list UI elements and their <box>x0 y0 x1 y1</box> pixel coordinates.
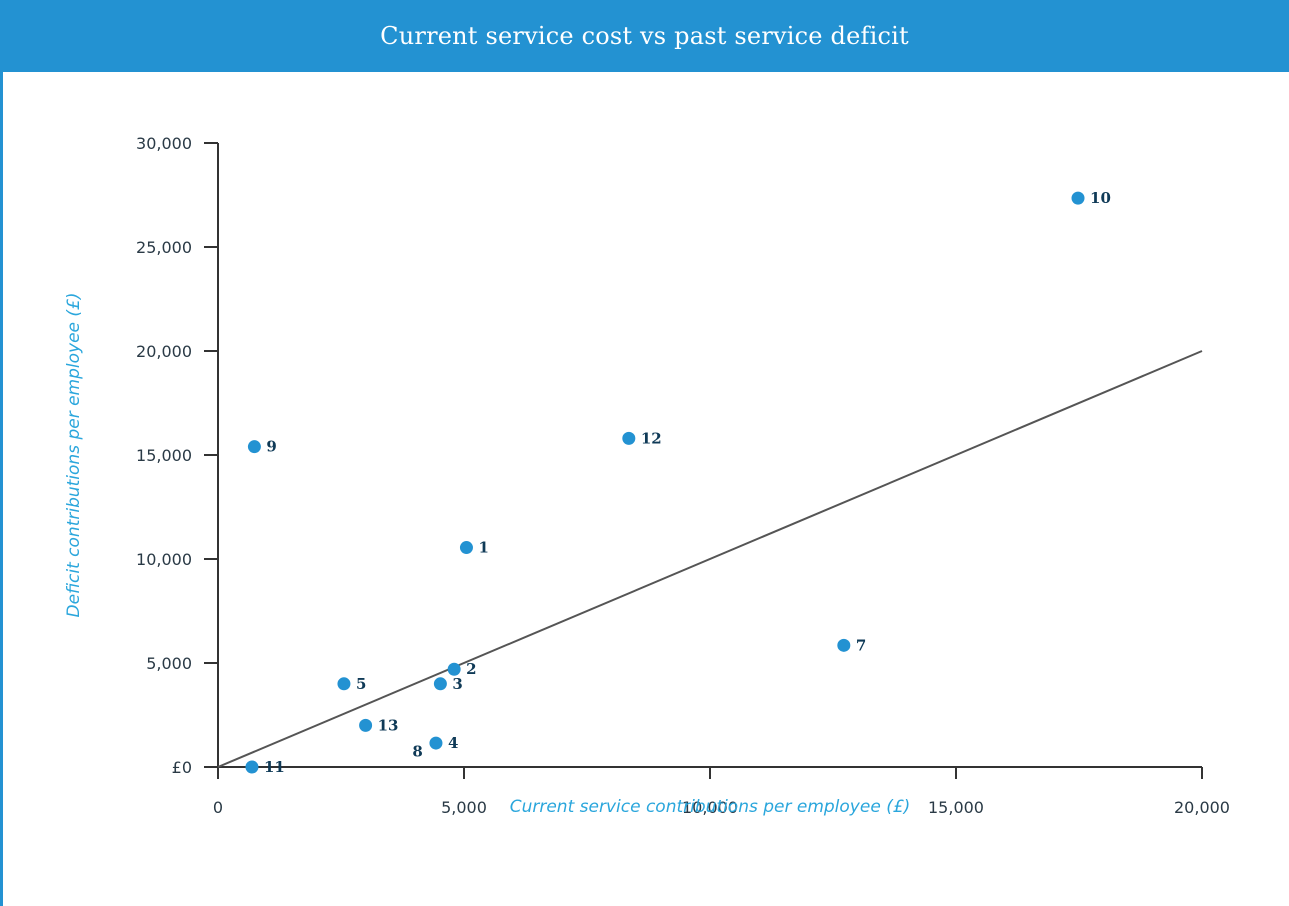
point-label-13: 13 <box>378 716 399 734</box>
y-tick-label: 25,000 <box>136 238 192 257</box>
point-label-10: 10 <box>1090 189 1111 207</box>
x-tick-label: 0 <box>213 798 223 817</box>
y-tick-label: 20,000 <box>136 342 192 361</box>
data-point-7 <box>837 638 851 652</box>
y-tick-label: £0 <box>172 758 192 777</box>
data-point-9 <box>247 440 261 454</box>
data-point-1 <box>459 541 473 555</box>
x-tick-label: 5,000 <box>441 798 487 817</box>
data-point-12 <box>622 431 636 445</box>
point-label-4: 4 <box>448 734 458 752</box>
y-tick-label: 10,000 <box>136 550 192 569</box>
point-label-7: 7 <box>856 636 866 654</box>
chart-title: Current service cost vs past service def… <box>380 22 909 50</box>
point-label-1: 1 <box>478 539 488 557</box>
data-point-4 <box>429 736 443 750</box>
reference-line-layer <box>217 350 1203 768</box>
x-tick-label: 10,000 <box>682 798 738 817</box>
axes: £0 5,000 10,000 15,000 20,000 25,000 30,000 0 5,… <box>136 134 1230 817</box>
data-point-10 <box>1071 191 1085 205</box>
point-label-12: 12 <box>641 429 662 447</box>
point-label-5: 5 <box>356 675 366 693</box>
y-tick-label: 30,000 <box>136 134 192 153</box>
data-point-2 <box>447 662 461 676</box>
y-tick-label: 5,000 <box>146 654 192 673</box>
data-point-13 <box>359 718 373 732</box>
y-tick-label: 15,000 <box>136 446 192 465</box>
point-label-9: 9 <box>266 438 276 456</box>
x-axis-title: Current service contributions per employ… <box>510 797 911 817</box>
data-point-11 <box>245 760 259 774</box>
x-tick-label: 20,000 <box>1174 798 1230 817</box>
data-point-5 <box>337 677 351 691</box>
point-label-3: 3 <box>452 675 462 693</box>
y-axis-title: Deficit contributions per employee (£) <box>64 292 84 617</box>
chart-header: Current service cost vs past service def… <box>0 0 1289 72</box>
x-tick-label: 15,000 <box>928 798 984 817</box>
reference-line <box>217 350 1203 768</box>
point-label-11: 11 <box>264 758 285 776</box>
point-label-8: 8 <box>412 742 422 760</box>
point-label-2: 2 <box>466 660 476 678</box>
left-border-rule <box>0 72 3 906</box>
data-point-3 <box>433 677 447 691</box>
